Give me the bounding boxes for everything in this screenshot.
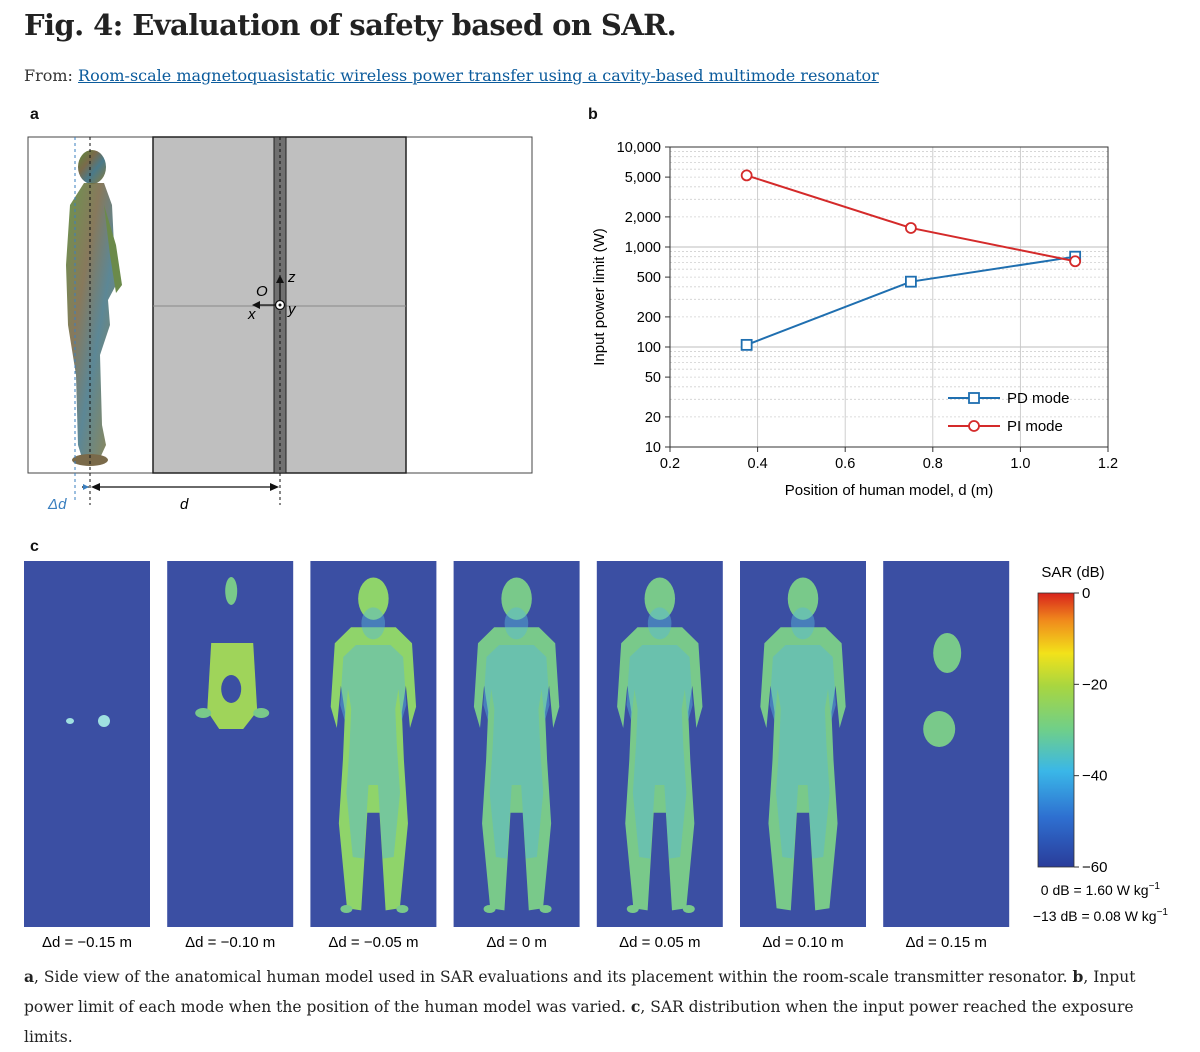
origin-label: O bbox=[256, 283, 268, 300]
colorbar-tick-label: −20 bbox=[1082, 676, 1107, 693]
sar-frame: Δd = 0 m bbox=[453, 561, 580, 951]
y-tick-label: 2,000 bbox=[625, 210, 661, 226]
chart-grid bbox=[669, 147, 1109, 448]
pi-mode-point bbox=[1069, 255, 1082, 268]
z-axis-label: z bbox=[287, 269, 296, 286]
y-tick-label: 50 bbox=[645, 370, 661, 386]
sar-frame: Δd = 0.05 m bbox=[596, 561, 723, 951]
y-axis-label: y bbox=[287, 301, 297, 318]
sar-frame: Δd = −0.15 m bbox=[24, 561, 150, 951]
sar-frame-label: Δd = 0.10 m bbox=[762, 934, 843, 951]
y-tick-label: 200 bbox=[637, 310, 661, 326]
y-axis-title: Input power limit (W) bbox=[591, 228, 608, 366]
d-label: d bbox=[180, 496, 189, 513]
colorbar-tick-label: 0 bbox=[1082, 585, 1090, 602]
colorbar-note-2: −13 dB = 0.08 W kg−1 bbox=[1033, 907, 1169, 924]
pi-mode-legend-label: PI mode bbox=[1007, 418, 1063, 435]
x-tick-label: 1.2 bbox=[1098, 456, 1118, 472]
y-tick-label: 20 bbox=[645, 410, 661, 426]
sar-body-map bbox=[195, 577, 270, 729]
sar-body-map bbox=[330, 577, 417, 913]
caption-c-label: c bbox=[630, 997, 641, 1016]
colorbar-ticks: 0 −20 −40 −60 bbox=[1074, 585, 1107, 876]
chart-legend: PD mode PI mode bbox=[948, 390, 1070, 435]
y-tick-label: 5,000 bbox=[625, 170, 661, 186]
sar-frame-label: Δd = −0.05 m bbox=[328, 934, 418, 951]
sar-frame: Δd = −0.10 m bbox=[167, 561, 294, 951]
series-layer bbox=[740, 169, 1082, 351]
pi-mode-point bbox=[740, 169, 753, 182]
panel-a-diagram: z O x y Δd d bbox=[27, 136, 533, 513]
plot-frame bbox=[669, 146, 1109, 448]
sar-frame-label: Δd = 0 m bbox=[486, 934, 546, 951]
panel-c-label: c bbox=[30, 538, 39, 555]
pi-mode-legend-marker bbox=[968, 420, 980, 432]
from-label: From: bbox=[24, 66, 73, 85]
caption-b-text: , Input power limit of each mode when th… bbox=[24, 968, 1136, 1016]
caption-a-label: a bbox=[24, 967, 35, 986]
sar-body-map bbox=[473, 577, 560, 913]
sar-body-map bbox=[66, 715, 110, 727]
pi-mode-line bbox=[746, 174, 1076, 263]
figure-title: Fig. 4: Evaluation of safety based on SA… bbox=[24, 8, 677, 42]
sar-frame-label: Δd = 0.05 m bbox=[619, 934, 700, 951]
panel-a-label: a bbox=[30, 106, 39, 123]
sar-frame: Δd = 0.15 m bbox=[883, 561, 1010, 951]
sar-frame-label: Δd = 0.15 m bbox=[906, 934, 987, 951]
colorbar-tick-label: −40 bbox=[1082, 768, 1107, 785]
sar-frame-label: Δd = −0.15 m bbox=[42, 934, 132, 951]
y-tick-label: 100 bbox=[637, 340, 661, 356]
x-tick-labels: 0.2 0.4 0.6 0.8 1.0 1.2 bbox=[660, 447, 1118, 472]
sar-body-map bbox=[923, 633, 962, 747]
caption-a-text: , Side view of the anatomical human mode… bbox=[34, 968, 1073, 986]
sar-frame: Δd = −0.05 m bbox=[310, 561, 437, 951]
colorbar bbox=[1037, 592, 1075, 868]
figure-caption: a, Side view of the anatomical human mod… bbox=[24, 962, 1184, 1052]
sar-frame-label: Δd = −0.10 m bbox=[185, 934, 275, 951]
sar-frame-background bbox=[167, 561, 294, 927]
x-axis-label: x bbox=[247, 306, 256, 323]
x-tick-label: 0.6 bbox=[835, 456, 855, 472]
power-limit-chart: 10 20 50 100 200 500 1,000 2,000 5,000 10,000 0.2… bbox=[591, 140, 1118, 499]
colorbar-title: SAR (dB) bbox=[1041, 564, 1104, 581]
caption-b-label: b bbox=[1072, 967, 1084, 986]
x-tick-label: 0.4 bbox=[748, 456, 768, 472]
sar-distribution-panel: Δd = −0.15 m Δd = −0.10 m Δd = −0.05 m Δd =… bbox=[24, 561, 1169, 951]
pd-mode-legend-marker bbox=[968, 392, 980, 404]
pd-mode-line bbox=[746, 255, 1076, 346]
delta-d-label: Δd bbox=[47, 496, 67, 513]
y-tick-labels: 10 20 50 100 200 500 1,000 2,000 5,000 10,000 bbox=[617, 140, 670, 456]
pi-mode-point bbox=[904, 222, 917, 234]
distance-arrow bbox=[82, 483, 279, 491]
pd-mode-point bbox=[740, 338, 753, 351]
x-axis-title: Position of human model, d (m) bbox=[785, 482, 993, 499]
colorbar-tick-label: −60 bbox=[1082, 859, 1107, 876]
coordinate-axes bbox=[252, 275, 286, 311]
sar-frame-background bbox=[24, 561, 150, 927]
x-tick-label: 0.8 bbox=[923, 456, 943, 472]
sar-frame: Δd = 0.10 m bbox=[740, 561, 866, 951]
x-tick-label: 0.2 bbox=[660, 456, 680, 472]
pd-mode-point bbox=[904, 275, 917, 288]
y-tick-label: 500 bbox=[637, 270, 661, 286]
human-model bbox=[66, 150, 122, 466]
sar-body-map bbox=[617, 577, 703, 913]
from-line: From: Room-scale magnetoquasistatic wire… bbox=[24, 66, 879, 85]
y-tick-label: 10,000 bbox=[617, 140, 661, 156]
x-tick-label: 1.0 bbox=[1010, 456, 1030, 472]
article-link[interactable]: Room-scale magnetoquasistatic wireless p… bbox=[78, 66, 879, 85]
y-tick-label: 10 bbox=[645, 440, 661, 456]
panel-b-label: b bbox=[588, 106, 598, 123]
pd-mode-legend-label: PD mode bbox=[1007, 390, 1070, 407]
colorbar-note-1: 0 dB = 1.60 W kg−1 bbox=[1041, 881, 1161, 898]
y-tick-label: 1,000 bbox=[625, 240, 661, 256]
